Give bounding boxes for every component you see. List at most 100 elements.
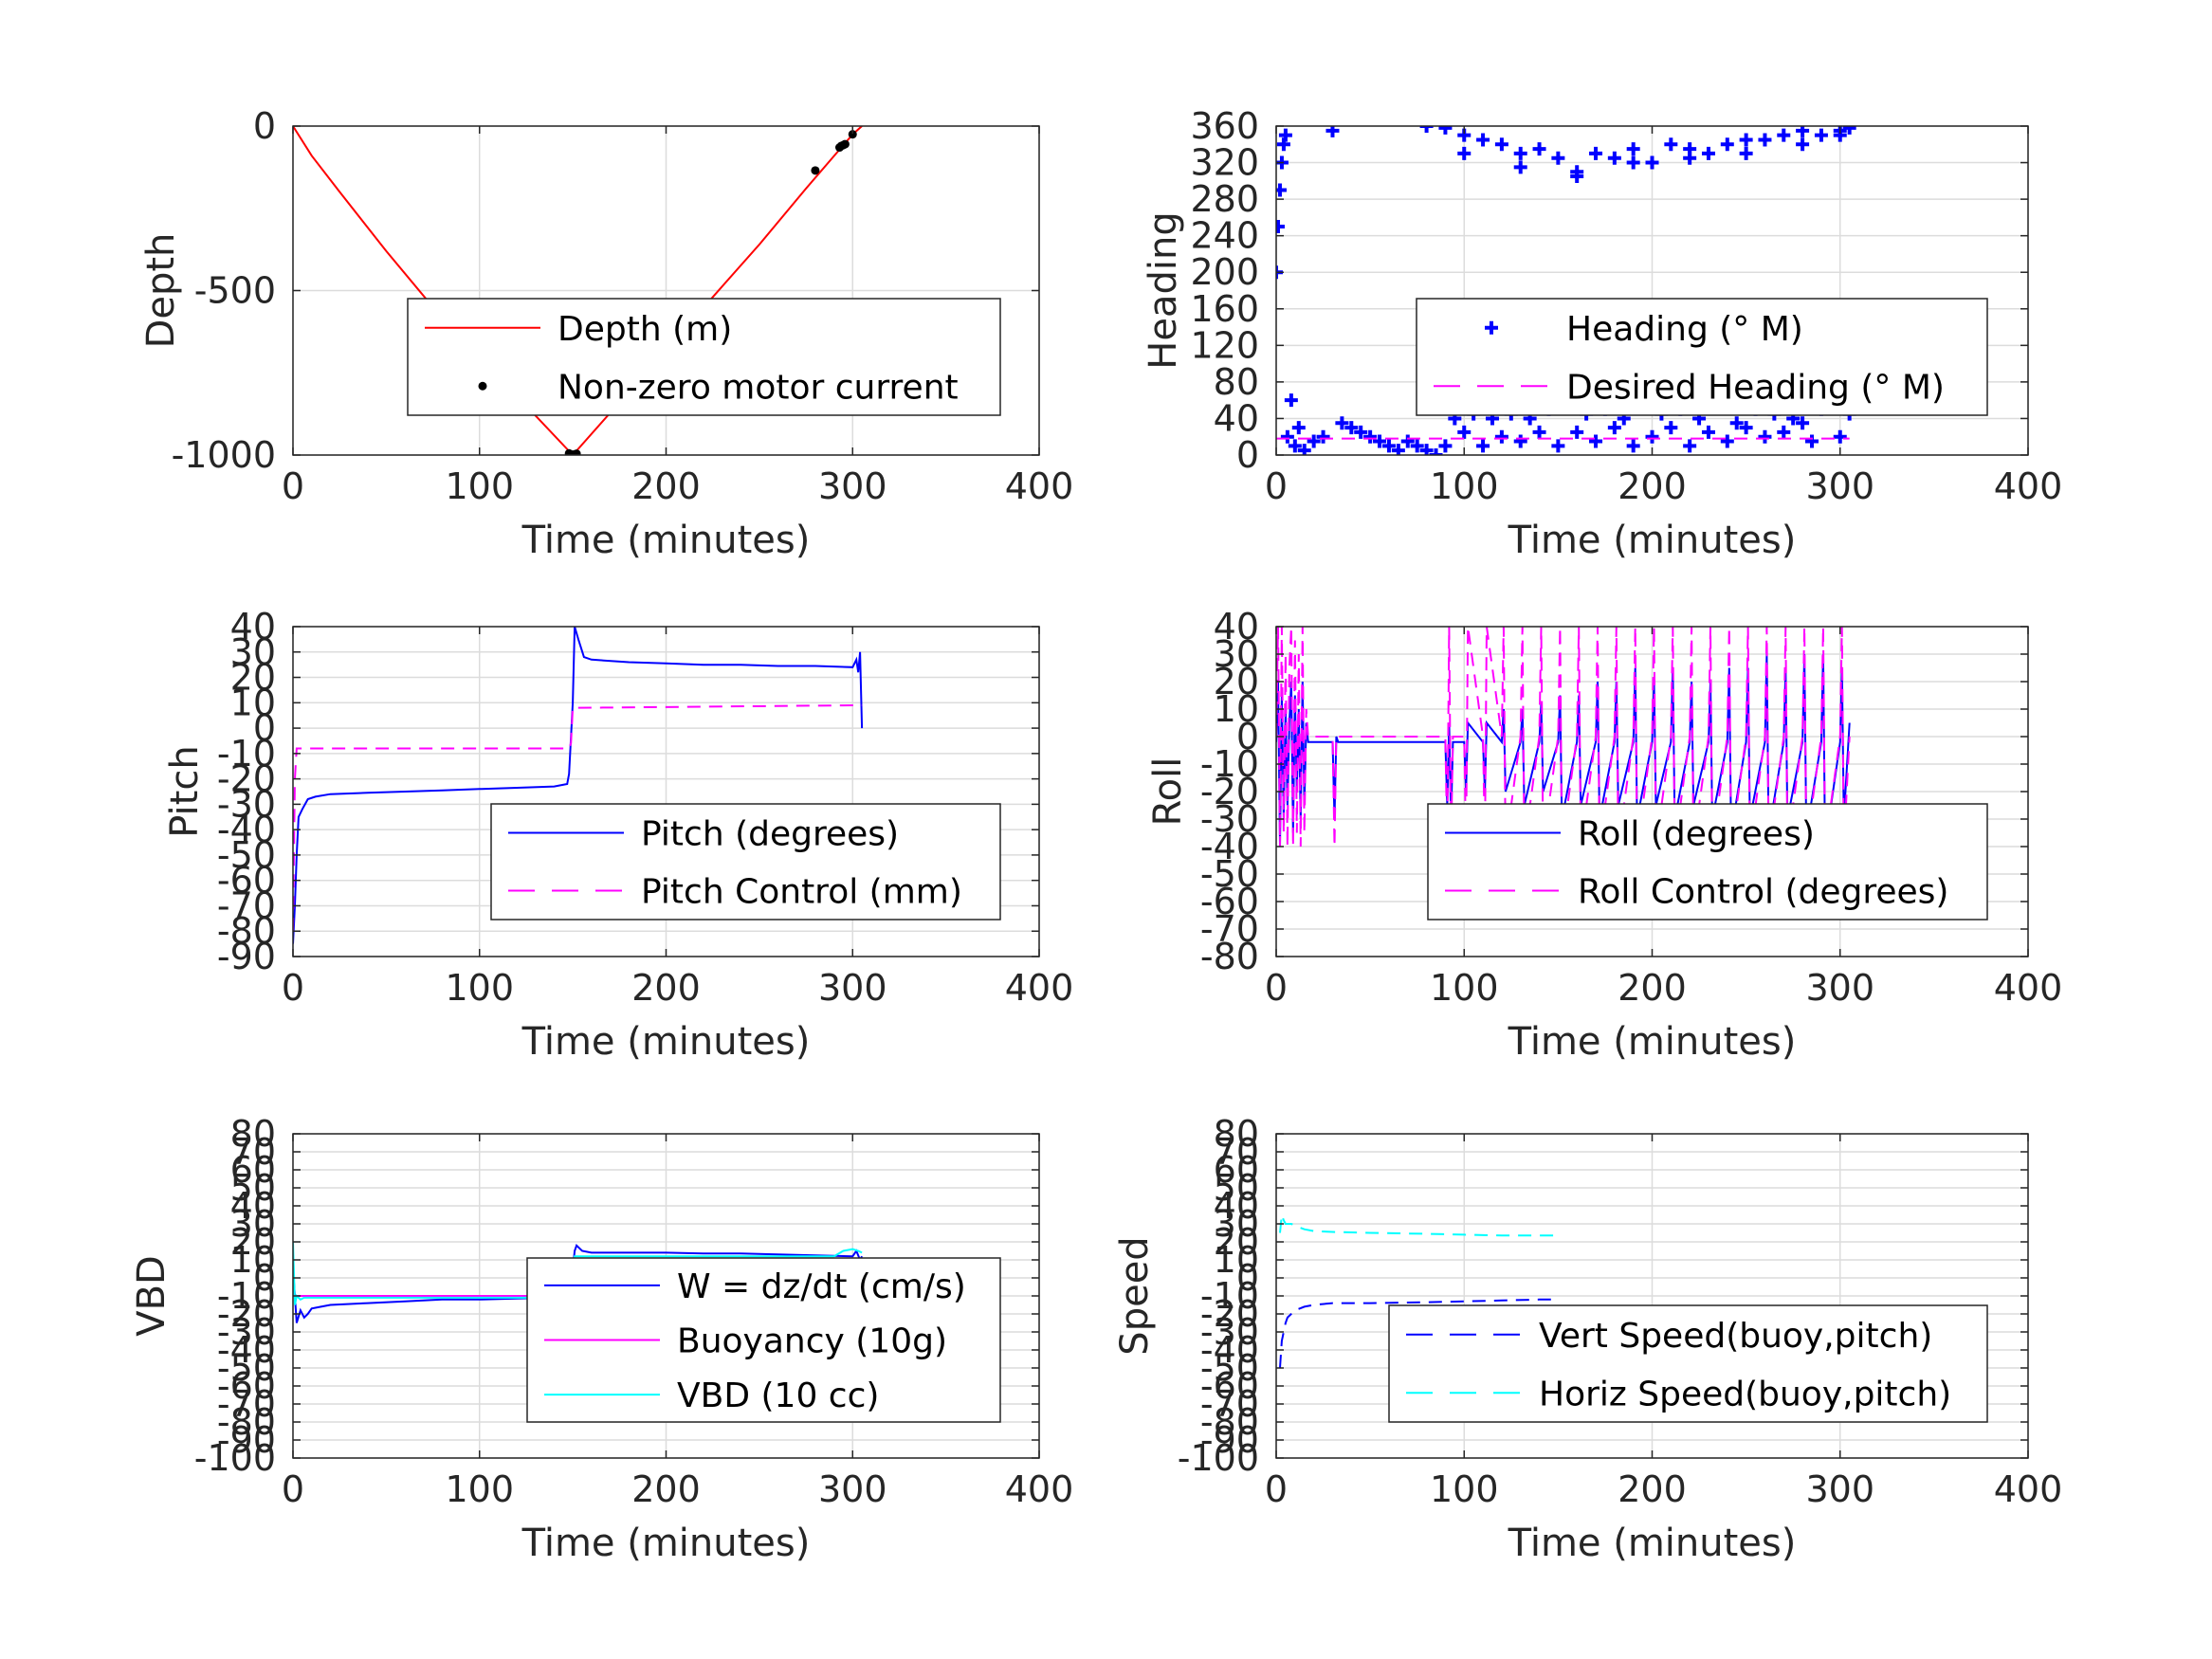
x-tick-label: 0 [282, 967, 304, 1009]
y-tick-label: -50 [1200, 853, 1259, 895]
data-point [1551, 151, 1565, 165]
legend-label: Roll (degrees) [1578, 815, 1815, 854]
y-axis-label: Roll [1146, 757, 1190, 827]
y-tick-label: -90 [217, 1419, 276, 1461]
y-tick-label: -1000 [172, 434, 276, 476]
legend: Roll (degrees) Roll Control (degrees) [1427, 803, 1988, 921]
y-tick-label: -80 [1200, 936, 1259, 977]
chart-speed: 0 100 200 300 400-100-90-80-70-60-50-40-30-2… [1113, 1113, 2062, 1565]
y-tick-label: 200 [1190, 251, 1259, 293]
data-point [1438, 126, 1453, 135]
x-tick-label: 300 [818, 1468, 887, 1510]
legend-label: Depth (m) [558, 310, 732, 349]
data-point [1381, 439, 1396, 453]
legend-box [1388, 1304, 1988, 1423]
series-group [293, 126, 863, 455]
y-tick-label: -30 [217, 1311, 276, 1353]
x-tick-label: 200 [1618, 465, 1687, 507]
x-tick-label: 400 [1994, 465, 2063, 507]
legend: Vert Speed(buoy,pitch) Horiz Speed(buoy,p… [1388, 1304, 1988, 1423]
x-tick-label: 100 [1430, 967, 1499, 1009]
data-point [1494, 429, 1508, 444]
data-point [1720, 434, 1734, 448]
data-point [1438, 439, 1453, 453]
y-tick-label: -30 [1200, 1311, 1259, 1353]
data-point [1701, 146, 1715, 160]
data-point [1589, 434, 1603, 448]
y-tick-label: 80 [1214, 1113, 1259, 1155]
x-tick-label: 0 [1265, 1468, 1288, 1510]
data-point [848, 130, 857, 139]
data-point [1570, 425, 1584, 439]
y-tick-label: -70 [217, 884, 276, 926]
data-point [1607, 151, 1621, 165]
x-tick-label: 400 [1994, 967, 2063, 1009]
y-tick-label: -20 [217, 1293, 276, 1335]
x-tick-label: 300 [818, 465, 887, 507]
y-axis-label: Depth [139, 233, 183, 349]
y-tick-label: 0 [253, 1257, 276, 1299]
x-axis-label: Time (minutes) [1508, 519, 1797, 562]
data-point [1419, 126, 1434, 133]
data-point [1363, 429, 1378, 444]
x-tick-label: 0 [282, 465, 304, 507]
y-tick-label: -100 [194, 1437, 276, 1479]
y-tick-label: -80 [217, 1401, 276, 1443]
y-tick-label: 280 [1190, 178, 1259, 220]
legend-box [1427, 803, 1988, 921]
data-point [1664, 137, 1678, 152]
y-tick-label: 360 [1190, 105, 1259, 147]
chart-depth: 0 100 200 300 400 -1000 -500 0 Time (minutes) Dep… [139, 105, 1073, 562]
y-axis-label: Heading [1142, 211, 1185, 369]
chart-heading: 0 100 200 300 40004080120160200240280320360T… [1142, 105, 2062, 562]
data-point [1739, 421, 1753, 435]
data-point [1758, 429, 1772, 444]
legend-box [407, 298, 1001, 416]
y-tick-label: 70 [1214, 1131, 1259, 1173]
x-axis-label: Time (minutes) [521, 1020, 811, 1064]
legend-label: Desired Heading (° M) [1566, 368, 1945, 407]
y-tick-label: 70 [230, 1131, 276, 1173]
y-tick-label: 0 [1236, 716, 1259, 757]
data-point [1476, 133, 1490, 147]
data-point [1291, 421, 1306, 435]
data-point [1551, 439, 1565, 453]
y-tick-label: 10 [230, 682, 276, 723]
y-tick-label: 20 [230, 657, 276, 699]
y-tick-label: -30 [217, 783, 276, 825]
chart-vbd: 0 100 200 300 400-100-90-80-70-60-50-40-30-2… [130, 1113, 1073, 1565]
x-tick-label: 300 [1805, 967, 1874, 1009]
legend-label: Pitch (degrees) [641, 815, 899, 854]
legend-swatch [478, 381, 487, 391]
legend: Depth (m) Non-zero motor current [407, 298, 1001, 416]
x-tick-label: 200 [1618, 967, 1687, 1009]
y-tick-label: 40 [1214, 1185, 1259, 1227]
y-tick-label: 30 [230, 631, 276, 673]
x-axis-label: Time (minutes) [1508, 1522, 1797, 1565]
y-tick-label: -40 [1200, 1329, 1259, 1371]
legend-label: VBD (10 cc) [677, 1376, 879, 1415]
y-tick-label: 30 [1214, 1203, 1259, 1245]
x-axis-label: Time (minutes) [521, 519, 811, 562]
legend-label: Non-zero motor current [558, 368, 959, 407]
x-tick-label: 100 [1430, 465, 1499, 507]
legend-label: Pitch Control (mm) [641, 873, 962, 912]
data-point [1429, 448, 1443, 455]
x-axis-label: Time (minutes) [1508, 1020, 1797, 1064]
y-tick-label: -20 [217, 758, 276, 800]
y-tick-label: -70 [217, 1383, 276, 1425]
y-tick-label: 0 [1236, 434, 1259, 476]
data-point [1720, 137, 1734, 152]
x-tick-label: 300 [1805, 465, 1874, 507]
x-tick-label: 200 [1618, 1468, 1687, 1510]
data-point [1814, 128, 1828, 142]
y-tick-label: -500 [194, 270, 276, 312]
y-tick-label: 160 [1190, 288, 1259, 330]
data-point [1513, 146, 1527, 160]
x-tick-label: 400 [1994, 1468, 2063, 1510]
data-point [1307, 434, 1321, 448]
data-point [1276, 183, 1287, 197]
y-tick-label: -60 [1200, 1365, 1259, 1407]
data-point [1683, 151, 1697, 165]
data-point [1288, 439, 1302, 453]
